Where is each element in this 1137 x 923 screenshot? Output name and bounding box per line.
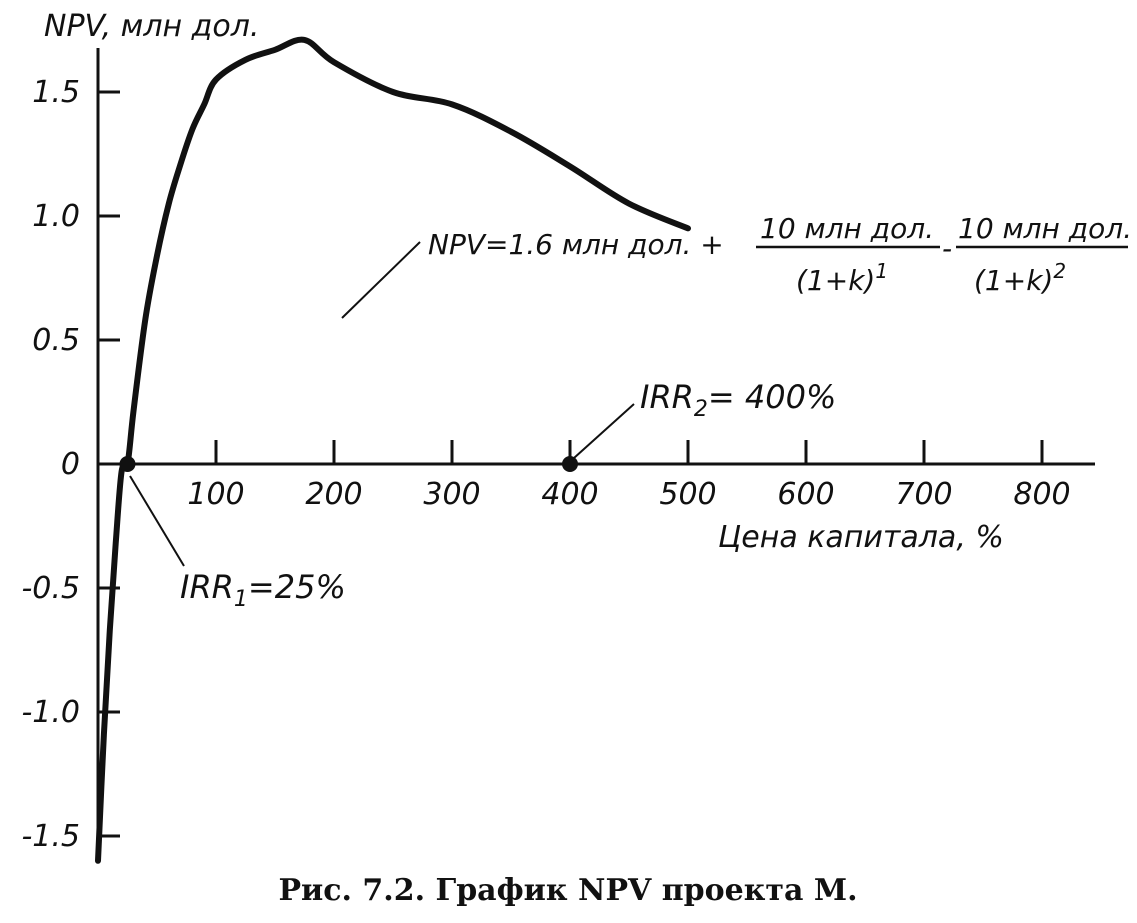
- x-tick-label: 200: [305, 477, 362, 512]
- irr2-label: IRR2= 400%: [640, 378, 836, 422]
- y-tick-label: -1.0: [21, 695, 80, 730]
- npv-equation: NPV=1.6 млн дол. + 10 млн дол. (1+k)1 - …: [428, 212, 1132, 297]
- equation-frac1-denominator: (1+k)1: [796, 259, 888, 297]
- irr-markers: [119, 456, 578, 472]
- equation-frac2-exponent: 2: [1053, 259, 1066, 283]
- irr1-label-sub: 1: [234, 587, 248, 612]
- x-tick-label: 800: [1013, 477, 1070, 512]
- figure-caption: Рис. 7.2. График NPV проекта M.: [278, 873, 857, 908]
- x-ticks: 100 200 300 400 500 600 700 800: [187, 440, 1071, 512]
- equation-frac2-denominator: (1+k)2: [974, 259, 1066, 297]
- irr2-label-value: = 400%: [708, 378, 836, 416]
- equation-minus: -: [942, 232, 952, 265]
- x-tick-label: 700: [895, 477, 952, 512]
- x-tick-label: 600: [777, 477, 834, 512]
- equation-frac1-numerator: 10 млн дол.: [760, 212, 934, 245]
- y-tick-label: -1.5: [21, 819, 80, 854]
- irr2-leader-line: [573, 403, 635, 459]
- irr1-point: [119, 456, 136, 472]
- irr2-label-sub: 2: [694, 397, 708, 422]
- irr2-point: [562, 456, 578, 472]
- y-tick-label: 1.0: [32, 199, 80, 234]
- irr1-label: IRR1=25%: [180, 568, 346, 612]
- equation-leader-line: [341, 241, 421, 319]
- x-tick-label: 300: [423, 477, 480, 512]
- irr1-label-main: IRR: [180, 568, 234, 606]
- irr2-label-main: IRR: [640, 378, 694, 416]
- equation-frac1-exponent: 1: [875, 259, 888, 283]
- y-tick-label: 0.5: [32, 323, 80, 358]
- irr1-label-value: =25%: [248, 568, 346, 606]
- equation-frac2-numerator: 10 млн дол.: [958, 212, 1132, 245]
- x-tick-label: 400: [541, 477, 598, 512]
- x-tick-label: 100: [187, 477, 244, 512]
- y-ticks: 1.5 1.0 0.5 0 -0.5 -1.0 -1.5: [21, 75, 120, 854]
- irr1-leader-line: [129, 475, 185, 567]
- equation-frac2-base: (1+k): [974, 264, 1053, 297]
- y-axis-label: NPV, млн дол.: [44, 9, 259, 44]
- y-tick-label: 0: [61, 447, 80, 482]
- y-tick-label: 1.5: [32, 75, 80, 110]
- x-axis-label: Цена капитала, %: [718, 520, 1004, 555]
- equation-lhs: NPV=1.6 млн дол. +: [428, 228, 724, 261]
- equation-frac1-base: (1+k): [796, 264, 875, 297]
- npv-curve-line: [95, 36, 691, 864]
- x-tick-label: 500: [659, 477, 716, 512]
- y-tick-label: -0.5: [21, 571, 80, 606]
